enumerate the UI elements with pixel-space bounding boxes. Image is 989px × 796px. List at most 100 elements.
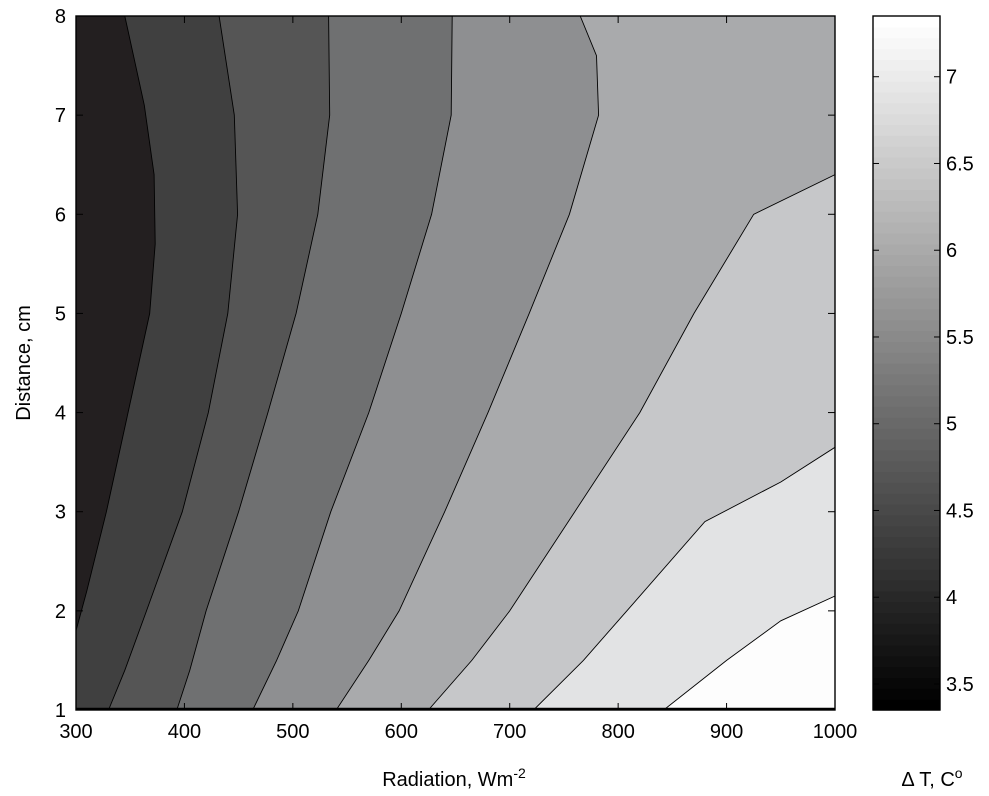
colorbar-step: [873, 471, 940, 483]
colorbar-step: [873, 612, 940, 624]
contour-line-6.5: [533, 446, 835, 710]
y-tick-label: 3: [55, 502, 66, 524]
y-tick-label: 5: [55, 303, 66, 325]
colorbar-frame: [872, 15, 941, 711]
colorbar-tick-label: 6: [946, 240, 957, 262]
colorbar-step: [873, 569, 940, 581]
colorbar-step: [873, 482, 940, 494]
colorbar-step: [873, 37, 940, 50]
y-tick-label: 8: [55, 6, 66, 28]
colorbar-step: [873, 341, 940, 353]
colorbar-step: [873, 81, 940, 93]
colorbar-step: [873, 449, 940, 462]
colorbar-step: [873, 102, 940, 115]
y-axis-title: Distance, cm: [13, 305, 35, 421]
contour-line-4: [108, 16, 239, 710]
colorbar-step: [873, 699, 940, 711]
colorbar-step: [873, 16, 940, 28]
x-tick-label: 800: [601, 721, 634, 743]
colorbar-step: [873, 91, 940, 104]
colorbar-tick-label: 5.5: [946, 327, 974, 349]
colorbar-step: [873, 200, 940, 212]
colorbar-step: [873, 287, 940, 299]
colorbar-step: [873, 254, 940, 266]
colorbar-step: [873, 297, 940, 310]
y-tick-label: 2: [55, 601, 66, 623]
colorbar-step: [873, 623, 940, 635]
colorbar-step: [873, 493, 940, 505]
colorbar-title: Δ T, Co: [901, 765, 962, 791]
colorbar-title-superscript: o: [955, 765, 963, 781]
colorbar-step: [873, 601, 940, 613]
y-axis: 1 2 3 4 5 6 7 8: [55, 6, 835, 722]
colorbar-tick-label: 4.5: [946, 500, 974, 522]
x-axis: 300 400 500 600 700 800 900 1000: [59, 16, 857, 743]
y-tick-label: 1: [55, 700, 66, 722]
y-tick-label: 4: [55, 403, 66, 425]
colorbar: 3.5 4 4.5 5 5.5 6 6.5 7: [872, 15, 974, 711]
colorbar-tick-label: 7: [946, 67, 957, 89]
contour-regions: [76, 16, 835, 710]
colorbar-step: [873, 558, 940, 570]
colorbar-step: [873, 688, 940, 700]
x-axis-title-superscript: -2: [513, 765, 526, 781]
colorbar-step: [873, 417, 940, 429]
y-tick-label: 7: [55, 105, 66, 127]
contour-region-3.5: [76, 16, 156, 631]
x-tick-label: 400: [168, 721, 201, 743]
x-tick-label: 600: [385, 721, 418, 743]
contour-line-3.5: [76, 16, 156, 631]
colorbar-step: [873, 655, 940, 668]
colorbar-step: [873, 167, 940, 180]
colorbar-step: [873, 319, 940, 332]
colorbar-tick-label: 5: [946, 414, 957, 436]
colorbar-step: [873, 243, 940, 256]
contour-lines: [76, 16, 835, 710]
x-tick-label: 900: [710, 721, 743, 743]
colorbar-step: [873, 113, 940, 126]
colorbar-step: [873, 395, 940, 407]
colorbar-step: [873, 525, 940, 538]
colorbar-step: [873, 276, 940, 288]
colorbar-step: [873, 547, 940, 559]
colorbar-gradient: [873, 16, 940, 711]
colorbar-step: [873, 514, 940, 527]
contour-line-4.5: [176, 16, 331, 710]
colorbar-step: [873, 265, 940, 277]
colorbar-step: [873, 156, 940, 169]
x-tick-label: 700: [493, 721, 526, 743]
colorbar-step: [873, 124, 940, 136]
colorbar-step: [873, 503, 940, 516]
colorbar-step: [873, 330, 940, 342]
colorbar-step: [873, 634, 940, 646]
colorbar-step: [873, 438, 940, 451]
colorbar-step: [873, 146, 940, 158]
plot-frame: [75, 15, 836, 711]
colorbar-step: [873, 189, 940, 201]
y-tick-label: 6: [55, 204, 66, 226]
colorbar-step: [873, 460, 940, 473]
colorbar-step: [873, 384, 940, 397]
x-tick-label: 1000: [813, 721, 858, 743]
colorbar-step: [873, 406, 940, 418]
colorbar-step: [873, 211, 940, 223]
colorbar-step: [873, 644, 940, 657]
colorbar-step: [873, 536, 940, 548]
contour-line-7: [663, 595, 835, 710]
x-tick-label: 300: [59, 721, 92, 743]
colorbar-tick-label: 6.5: [946, 153, 974, 175]
colorbar-title-text: Δ T, C: [901, 769, 954, 791]
colorbar-step: [873, 178, 940, 191]
colorbar-step: [873, 135, 940, 147]
plot-area: 300 400 500 600 700 800 900 1000 1 2 3 4 5 6 7 8: [55, 6, 857, 743]
contour-line-5: [252, 16, 453, 710]
colorbar-step: [873, 352, 940, 364]
colorbar-tick-label: 4: [946, 587, 957, 609]
colorbar-step: [873, 373, 940, 386]
colorbar-step: [873, 428, 940, 440]
colorbar-ticks: 3.5 4 4.5 5 5.5 6 6.5 7: [873, 67, 974, 696]
colorbar-step: [873, 590, 940, 603]
colorbar-step: [873, 59, 940, 71]
colorbar-step: [873, 70, 940, 82]
